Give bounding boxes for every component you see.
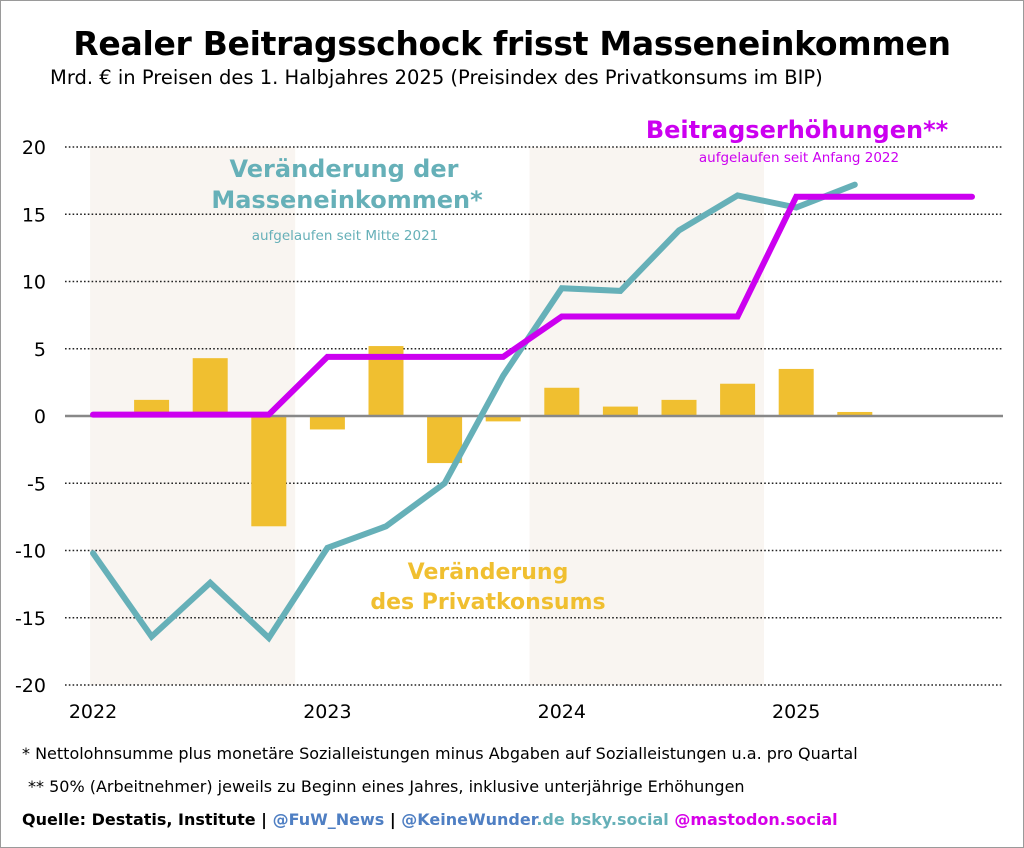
label-privatkonsum-line1: Veränderung [408, 560, 569, 585]
x-tick-label: 2025 [772, 701, 820, 723]
label-beitragserhoehungen: Beitragserhöhungen** [646, 116, 949, 144]
bar-privatkonsum [192, 358, 228, 416]
bar-privatkonsum [427, 416, 463, 464]
footnote-1: * Nettolohnsumme plus monetäre Soziallei… [22, 744, 858, 763]
bar-privatkonsum [309, 416, 345, 430]
y-tick-label: 5 [34, 339, 46, 361]
label-masseneinkommen-line2: Masseneinkommen* [211, 186, 483, 214]
sublabel-beitragserhoehungen: aufgelaufen seit Anfang 2022 [699, 150, 899, 166]
bar-privatkonsum [720, 383, 756, 416]
bar-privatkonsum [837, 411, 873, 416]
line-masseneinkommen [90, 181, 858, 643]
y-tick-label: -10 [15, 541, 46, 563]
sublabel-masseneinkommen: aufgelaufen seit Mitte 2021 [252, 228, 439, 244]
y-tick-label: 0 [34, 406, 46, 428]
chart-subtitle: Mrd. € in Preisen des 1. Halbjahres 2025… [50, 66, 823, 89]
y-tick-label: -20 [15, 675, 46, 697]
chart-title: Realer Beitragsschock frisst Masseneinko… [73, 24, 951, 63]
footnote-2: ** 50% (Arbeitnehmer) jeweils zu Beginn … [28, 777, 745, 796]
handle-fuw-news[interactable]: @FuW_News [272, 810, 385, 829]
y-tick-label: -15 [15, 608, 46, 630]
handle-keinewunder[interactable]: @KeineWunder [401, 810, 537, 829]
domain-de: .de [536, 810, 565, 829]
bar-privatkonsum [602, 406, 638, 416]
x-tick-label: 2022 [69, 701, 117, 723]
y-tick-label: 10 [22, 272, 46, 294]
y-tick-label: 20 [22, 137, 46, 159]
bsky-social[interactable]: bsky.social [570, 810, 669, 829]
y-tick-label: -5 [27, 473, 46, 495]
x-tick-label: 2023 [303, 701, 351, 723]
bar-privatkonsum [485, 416, 521, 422]
bar-privatkonsum [251, 416, 287, 527]
x-tick-label: 2024 [538, 701, 586, 723]
source-label: Quelle: Destatis, Institute | [22, 810, 267, 829]
mastodon-social[interactable]: @mastodon.social [674, 810, 838, 829]
y-tick-label: 15 [22, 204, 46, 226]
bar-privatkonsum [544, 387, 580, 416]
line-beitragserhoehungen [90, 193, 975, 418]
label-masseneinkommen-line1: Veränderung der [230, 155, 459, 183]
source-line: Quelle: Destatis, Institute | @FuW_News … [22, 810, 838, 829]
bar-privatkonsum [778, 368, 814, 416]
bar-privatkonsum [661, 399, 697, 416]
separator: | [389, 810, 396, 829]
label-privatkonsum-line2: des Privatkonsums [370, 590, 605, 615]
